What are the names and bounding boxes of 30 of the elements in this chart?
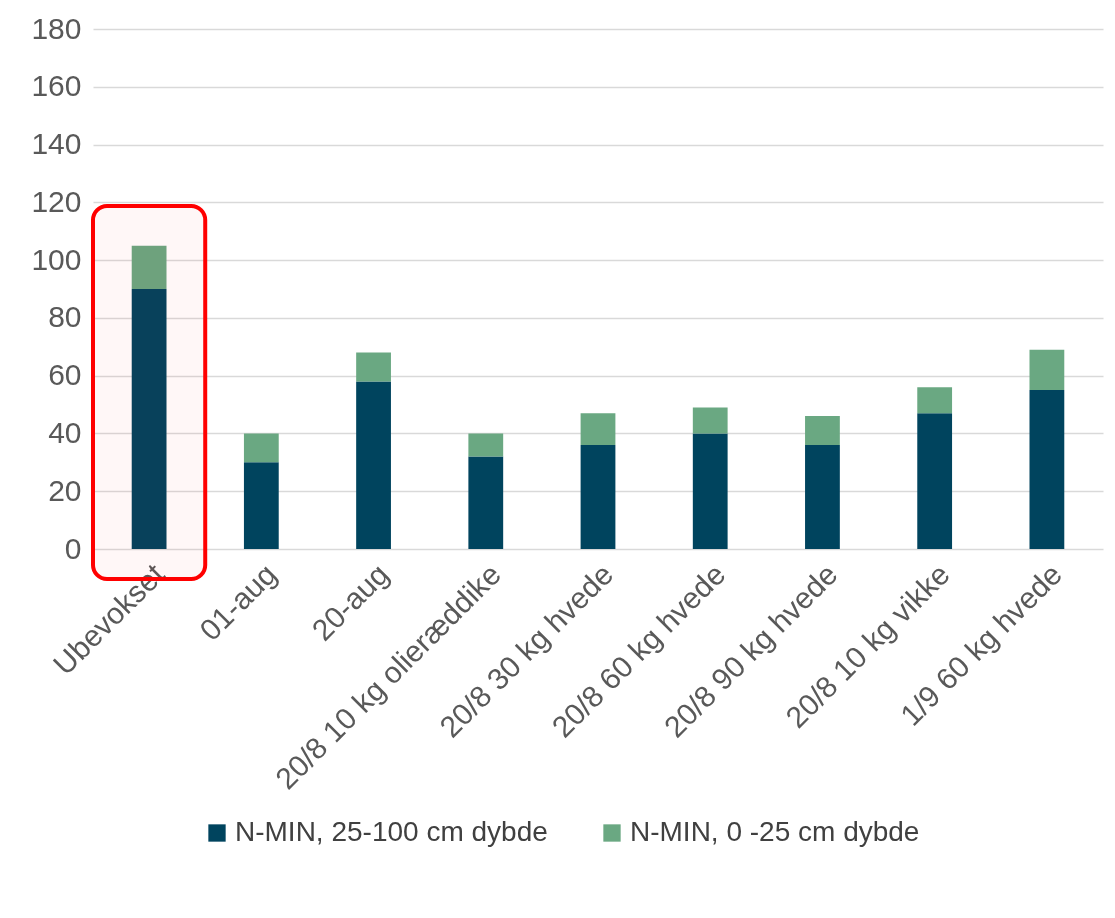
bar xyxy=(243,433,279,463)
y-tick-label: 40 xyxy=(48,415,82,449)
legend-label: N-MIN, 0 -25 cm dybde xyxy=(630,816,920,847)
bar xyxy=(805,445,840,549)
bar xyxy=(1029,349,1065,391)
bar xyxy=(356,352,391,382)
bar xyxy=(468,433,504,457)
y-tick-label: 120 xyxy=(31,184,82,218)
bar xyxy=(917,387,953,414)
y-tick-label: 20 xyxy=(48,473,82,507)
bar xyxy=(805,416,840,445)
y-tick-label: 180 xyxy=(31,11,82,45)
bar xyxy=(131,245,167,289)
bar xyxy=(468,456,504,549)
bar xyxy=(580,445,616,549)
y-tick-label: 100 xyxy=(31,242,82,276)
bar xyxy=(580,413,616,445)
bar xyxy=(356,381,391,549)
y-tick-label: 0 xyxy=(64,531,82,565)
bar xyxy=(1029,390,1065,549)
y-tick-label: 140 xyxy=(31,127,82,161)
y-tick-label: 80 xyxy=(48,300,82,334)
bar xyxy=(692,433,728,549)
bar xyxy=(917,413,953,549)
legend-label: N-MIN, 25-100 cm dybde xyxy=(235,816,548,847)
bar xyxy=(243,462,279,549)
y-tick-label: 60 xyxy=(48,358,82,392)
y-tick-label: 160 xyxy=(31,69,82,103)
bar xyxy=(692,407,728,434)
bar xyxy=(131,289,167,549)
